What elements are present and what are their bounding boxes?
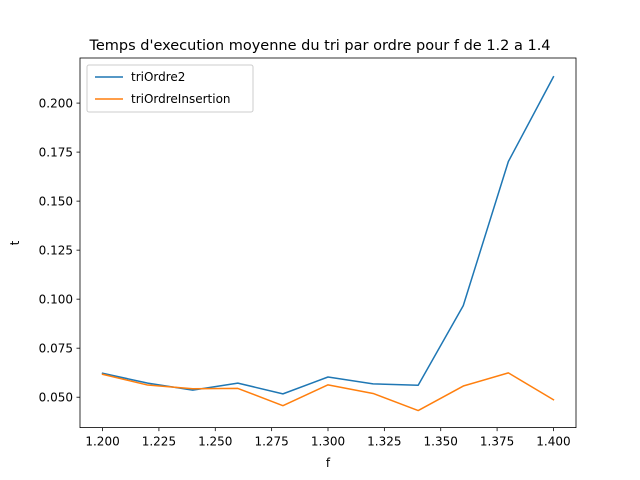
y-tick-label: 0.200 bbox=[39, 96, 73, 110]
chart-title: Temps d'execution moyenne du tri par ord… bbox=[88, 38, 550, 54]
x-tick-label: 1.300 bbox=[311, 435, 345, 449]
y-tick-label: 0.100 bbox=[39, 292, 73, 306]
x-axis-ticks: 1.200 1.225 1.250 1.275 1.300 1.325 1.350 1.375… bbox=[85, 427, 571, 449]
x-tick-label: 1.275 bbox=[254, 435, 288, 449]
y-tick-label: 0.050 bbox=[39, 391, 73, 405]
y-axis-label: t bbox=[8, 240, 22, 245]
y-tick-label: 0.125 bbox=[39, 243, 73, 257]
x-tick-label: 1.225 bbox=[142, 435, 176, 449]
legend-label-triOrdreInsertion: triOrdreInsertion bbox=[131, 92, 231, 106]
x-tick-label: 1.250 bbox=[198, 435, 232, 449]
x-tick-label: 1.350 bbox=[424, 435, 458, 449]
series-lines bbox=[101, 75, 555, 412]
axes-frame bbox=[79, 57, 577, 429]
y-axis-ticks: 0.050 0.075 0.100 0.125 0.150 0.175 0.200 bbox=[39, 96, 80, 405]
legend: triOrdre2 triOrdreInsertion bbox=[86, 64, 254, 113]
x-axis-label: f bbox=[326, 456, 331, 470]
series-line-triOrdreInsertion bbox=[101, 372, 555, 412]
x-tick-label: 1.200 bbox=[85, 435, 119, 449]
y-tick-label: 0.150 bbox=[39, 194, 73, 208]
legend-box bbox=[86, 64, 254, 113]
x-tick-label: 1.400 bbox=[536, 435, 570, 449]
legend-label-triOrdre2: triOrdre2 bbox=[131, 70, 185, 84]
x-tick-label: 1.325 bbox=[367, 435, 401, 449]
y-tick-label: 0.075 bbox=[39, 341, 73, 355]
x-tick-label: 1.375 bbox=[480, 435, 514, 449]
y-tick-label: 0.175 bbox=[39, 145, 73, 159]
